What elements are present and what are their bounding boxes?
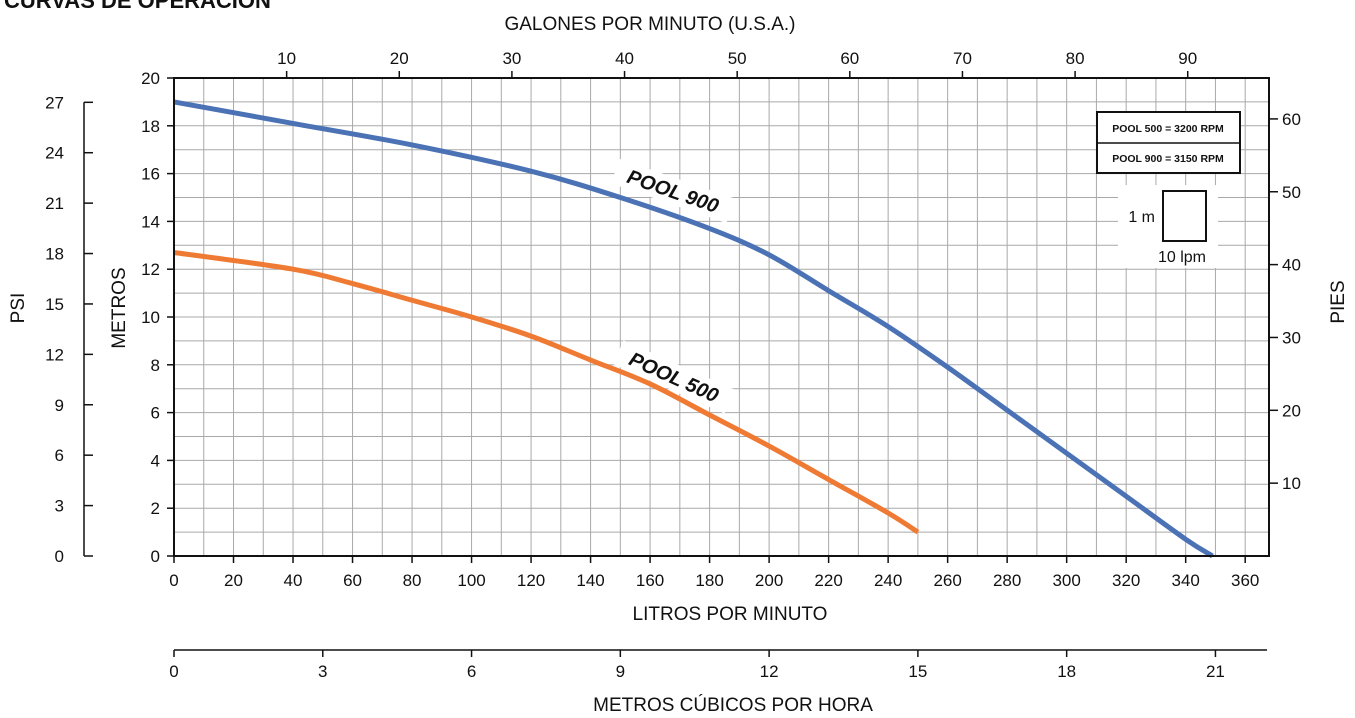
m3h-tick-label: 6 (467, 662, 476, 681)
m3h-tick-label: 3 (318, 662, 327, 681)
m3h-tick-label: 21 (1206, 662, 1225, 681)
m3h-axis-label: METROS CÚBICOS POR HORA (593, 694, 873, 716)
y-tick-label: 18 (141, 117, 160, 136)
rpm-legend: POOL 500 = 3200 RPM POOL 900 = 3150 RPM (1096, 111, 1241, 174)
y-tick-label: 12 (141, 260, 160, 279)
x-tick-label: 80 (403, 571, 422, 590)
scale-key: 1 m 10 lpm (1118, 185, 1218, 268)
psi-tick-label: 24 (45, 144, 64, 163)
x-axis-label: LITROS POR MINUTO (633, 604, 828, 625)
psi-tick-label: 27 (45, 93, 64, 112)
gpm-tick-label: 50 (728, 49, 747, 68)
feet-tick-label: 40 (1282, 256, 1301, 275)
psi-tick-label: 3 (55, 497, 64, 516)
m3h-tick-label: 9 (616, 662, 625, 681)
y-tick-label: 8 (151, 356, 160, 375)
feet-tick-label: 10 (1282, 474, 1301, 493)
rpm-legend-line-2: POOL 900 = 3150 RPM (1112, 153, 1224, 165)
gpm-tick-label: 90 (1178, 49, 1197, 68)
x-tick-label: 160 (636, 571, 664, 590)
psi-tick-label: 12 (45, 345, 64, 364)
x-tick-label: 220 (814, 571, 842, 590)
x-tick-label: 300 (1052, 571, 1080, 590)
feet-tick-label: 50 (1282, 183, 1301, 202)
psi-tick-label: 18 (45, 245, 64, 264)
scale-key-vertical: 1 m (1128, 209, 1155, 226)
x-tick-label: 20 (224, 571, 243, 590)
x-tick-label: 180 (695, 571, 723, 590)
x-tick-label: 100 (457, 571, 485, 590)
x-tick-label: 360 (1231, 571, 1259, 590)
feet-axis-label: PIES (1328, 280, 1349, 323)
y-tick-label: 2 (151, 499, 160, 518)
label-bg-pool-500 (612, 340, 736, 414)
psi-tick-label: 6 (55, 446, 64, 465)
scale-key-horizontal: 10 lpm (1158, 249, 1206, 266)
psi-axis-label: PSI (8, 293, 29, 324)
top-axis-label: GALONES POR MINUTO (U.S.A.) (504, 14, 795, 35)
y-tick-label: 20 (141, 69, 160, 88)
pump-curves (173, 99, 1214, 559)
m3h-tick-label: 15 (908, 662, 927, 681)
chart-title: CURVAS DE OPERACIÓN (4, 0, 271, 13)
y-axis-label: METROS (109, 267, 130, 348)
y-tick-label: 4 (151, 451, 160, 470)
x-tick-label: 280 (993, 571, 1021, 590)
m3h-tick-label: 18 (1057, 662, 1076, 681)
x-tick-label: 320 (1112, 571, 1140, 590)
x-tick-label: 200 (755, 571, 783, 590)
x-tick-label: 340 (1171, 571, 1199, 590)
psi-tick-label: 9 (55, 396, 64, 415)
feet-tick-label: 30 (1282, 328, 1301, 347)
gpm-tick-label: 30 (502, 49, 521, 68)
psi-tick-label: 15 (45, 295, 64, 314)
y-tick-label: 16 (141, 165, 160, 184)
gpm-tick-label: 10 (277, 49, 296, 68)
curve-pool-900 (173, 99, 1214, 559)
x-tick-label: 40 (284, 571, 303, 590)
m3h-tick-label: 0 (169, 662, 178, 681)
feet-tick-label: 20 (1282, 401, 1301, 420)
y-tick-label: 10 (141, 308, 160, 327)
x-tick-label: 60 (343, 571, 362, 590)
curve-pool-500 (173, 249, 920, 535)
rpm-legend-line-1: POOL 500 = 3200 RPM (1112, 123, 1224, 135)
axis-ticks: 0 20 40 60 80 100 120 140 160 180 200 220 240 260 280 3… (45, 49, 1301, 681)
psi-tick-label: 0 (55, 547, 64, 566)
y-tick-label: 14 (141, 212, 160, 231)
gpm-tick-label: 70 (953, 49, 972, 68)
psi-tick-label: 21 (45, 194, 64, 213)
x-tick-label: 140 (576, 571, 604, 590)
y-tick-label: 0 (151, 547, 160, 566)
x-tick-label: 120 (517, 571, 545, 590)
gpm-tick-label: 40 (615, 49, 634, 68)
x-tick-label: 0 (169, 571, 178, 590)
gpm-tick-label: 60 (840, 49, 859, 68)
m3h-tick-label: 12 (760, 662, 779, 681)
scale-key-square (1162, 190, 1207, 242)
y-tick-label: 6 (151, 404, 160, 423)
gpm-tick-label: 80 (1066, 49, 1085, 68)
feet-tick-label: 60 (1282, 110, 1301, 129)
label-bg-pool-900 (611, 158, 735, 224)
x-tick-label: 260 (933, 571, 961, 590)
gpm-tick-label: 20 (390, 49, 409, 68)
x-tick-label: 240 (874, 571, 902, 590)
